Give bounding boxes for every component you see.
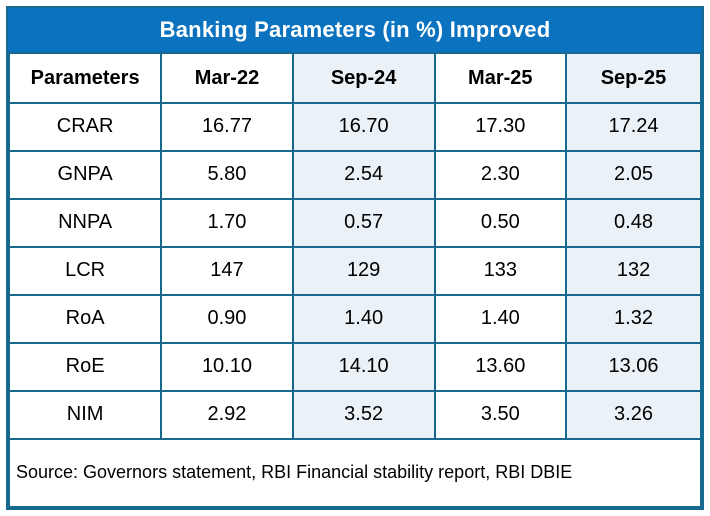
table-row-gnpa: GNPA 5.80 2.54 2.30 2.05 xyxy=(7,149,702,200)
column-header-parameters: Parameters xyxy=(7,52,163,104)
column-header-sep-24: Sep-24 xyxy=(291,52,436,104)
value-cell: 2.92 xyxy=(160,389,294,440)
row-label: NIM xyxy=(7,389,163,440)
value-cell: 1.40 xyxy=(433,293,568,344)
value-cell: 1.70 xyxy=(160,197,294,248)
table-row-roe: RoE 10.10 14.10 13.60 13.06 xyxy=(7,341,702,392)
value-cell: 13.06 xyxy=(565,341,702,392)
table-row-crar: CRAR 16.77 16.70 17.30 17.24 xyxy=(7,102,702,152)
value-cell: 5.80 xyxy=(160,149,294,200)
value-cell: 3.50 xyxy=(433,389,568,440)
data-table: Parameters Mar-22 Sep-24 Mar-25 Sep-25 C… xyxy=(7,52,702,509)
column-header-mar-25: Mar-25 xyxy=(433,52,568,104)
row-label: CRAR xyxy=(7,102,163,152)
value-cell: 3.52 xyxy=(291,389,436,440)
row-label: LCR xyxy=(7,245,163,296)
row-label: RoE xyxy=(7,341,163,392)
value-cell: 0.90 xyxy=(160,293,294,344)
table-row-roa: RoA 0.90 1.40 1.40 1.32 xyxy=(7,293,702,344)
row-label: NNPA xyxy=(7,197,163,248)
value-cell: 0.57 xyxy=(291,197,436,248)
value-cell: 14.10 xyxy=(291,341,436,392)
value-cell: 132 xyxy=(565,245,702,296)
value-cell: 129 xyxy=(291,245,436,296)
value-cell: 0.50 xyxy=(433,197,568,248)
header-row: Parameters Mar-22 Sep-24 Mar-25 Sep-25 xyxy=(7,52,702,104)
value-cell: 1.40 xyxy=(291,293,436,344)
value-cell: 2.30 xyxy=(433,149,568,200)
value-cell: 133 xyxy=(433,245,568,296)
table-grid: Parameters Mar-22 Sep-24 Mar-25 Sep-25 C… xyxy=(7,52,702,509)
row-label: RoA xyxy=(7,293,163,344)
value-cell: 17.24 xyxy=(565,102,702,152)
table-row-nim: NIM 2.92 3.52 3.50 3.26 xyxy=(7,389,702,440)
value-cell: 147 xyxy=(160,245,294,296)
value-cell: 2.54 xyxy=(291,149,436,200)
source-note: Source: Governors statement, RBI Financi… xyxy=(8,437,702,509)
source-row: Source: Governors statement, RBI Financi… xyxy=(8,437,702,509)
column-header-mar-22: Mar-22 xyxy=(160,52,294,104)
table-title: Banking Parameters (in %) Improved xyxy=(8,8,702,52)
value-cell: 16.70 xyxy=(291,102,436,152)
value-cell: 16.77 xyxy=(160,102,294,152)
value-cell: 2.05 xyxy=(565,149,702,200)
column-header-sep-25: Sep-25 xyxy=(565,52,702,104)
row-label: GNPA xyxy=(7,149,163,200)
banking-parameters-table: Banking Parameters (in %) Improved Param… xyxy=(6,6,704,510)
value-cell: 0.48 xyxy=(565,197,702,248)
value-cell: 13.60 xyxy=(433,341,568,392)
value-cell: 3.26 xyxy=(565,389,702,440)
value-cell: 17.30 xyxy=(433,102,568,152)
value-cell: 1.32 xyxy=(565,293,702,344)
value-cell: 10.10 xyxy=(160,341,294,392)
table-row-lcr: LCR 147 129 133 132 xyxy=(7,245,702,296)
table-row-nnpa: NNPA 1.70 0.57 0.50 0.48 xyxy=(7,197,702,248)
